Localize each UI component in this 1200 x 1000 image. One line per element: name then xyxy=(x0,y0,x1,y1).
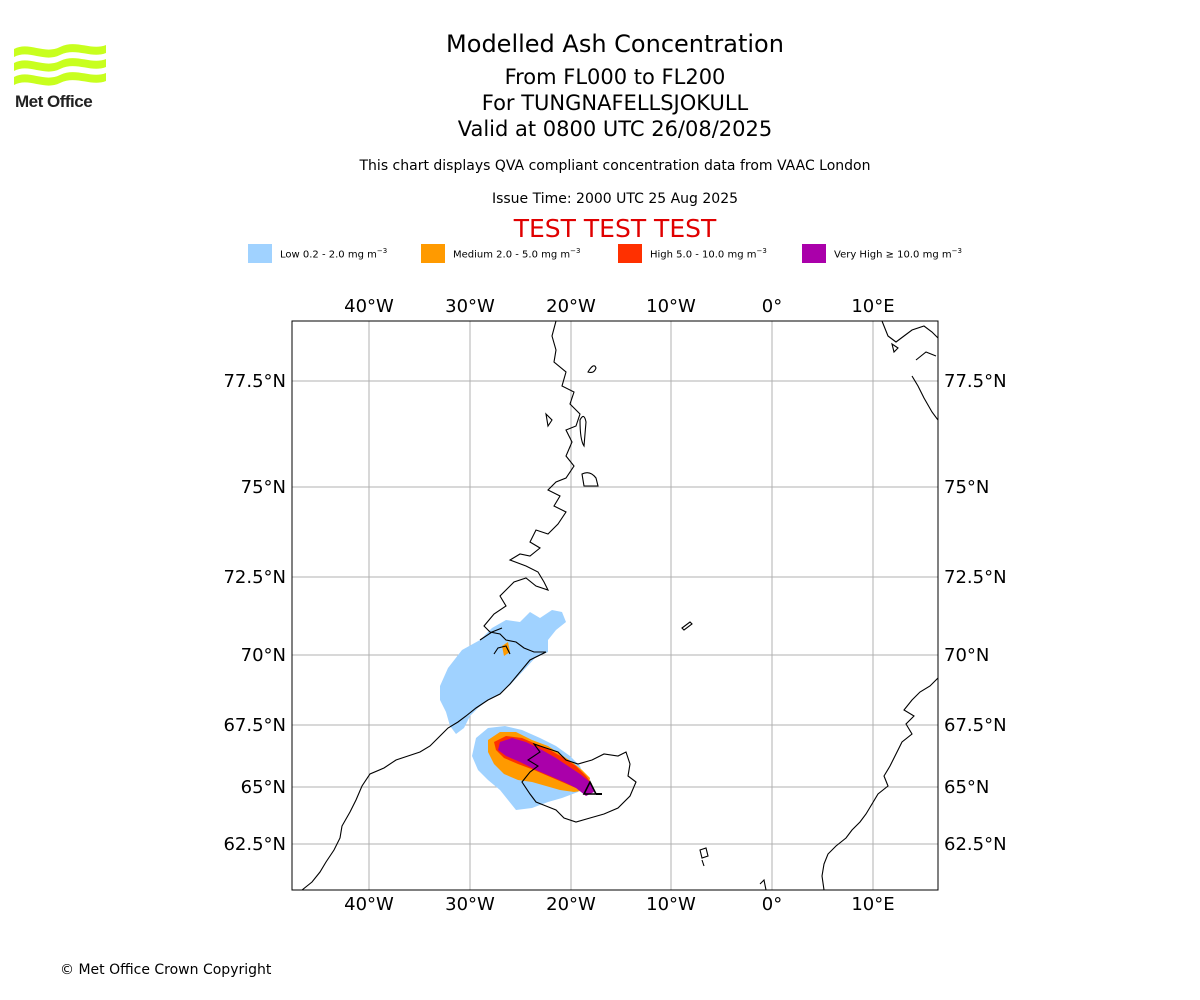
lat-labels-right: 77.5°N 75°N 72.5°N 70°N 67.5°N 65°N 62.5… xyxy=(944,371,1007,855)
legend-swatch-medium xyxy=(421,244,445,263)
legend: Low 0.2 - 2.0 mg m−3 Medium 2.0 - 5.0 mg… xyxy=(0,244,1200,264)
valid-time: Valid at 0800 UTC 26/08/2025 xyxy=(457,117,773,141)
lat-label: 67.5°N xyxy=(223,715,286,736)
met-office-logo xyxy=(14,44,106,86)
coastlines xyxy=(301,321,938,890)
norway-coastline xyxy=(821,677,938,890)
lat-label: 77.5°N xyxy=(223,371,286,392)
copyright-notice: © Met Office Crown Copyright xyxy=(60,962,272,978)
lat-label: 70°N xyxy=(944,645,989,666)
lon-label: 20°W xyxy=(546,296,596,317)
chart-description: This chart displays QVA compliant concen… xyxy=(359,158,871,174)
lat-label: 72.5°N xyxy=(944,567,1007,588)
lon-label: 10°E xyxy=(851,894,894,915)
lon-label: 40°W xyxy=(344,894,394,915)
lat-label: 77.5°N xyxy=(944,371,1007,392)
lon-labels-top: 40°W 30°W 20°W 10°W 0° 10°E xyxy=(344,296,894,317)
lat-labels-left: 77.5°N 75°N 72.5°N 70°N 67.5°N 65°N 62.5… xyxy=(223,371,286,855)
lat-label: 75°N xyxy=(241,477,286,498)
legend-label-high: High 5.0 - 10.0 mg m−3 xyxy=(650,247,767,261)
level-range: From FL000 to FL200 xyxy=(504,65,726,89)
logo-wordmark: Met Office xyxy=(15,92,93,111)
legend-swatch-high xyxy=(618,244,642,263)
lat-label: 62.5°N xyxy=(944,834,1007,855)
test-banner: TEST TEST TEST xyxy=(513,214,717,243)
volcano-triangle-icon xyxy=(582,780,598,795)
faroe-coastline xyxy=(699,847,709,867)
lat-label: 65°N xyxy=(241,777,286,798)
iceland-coastline xyxy=(521,742,637,823)
lon-label: 40°W xyxy=(344,296,394,317)
lat-label: 62.5°N xyxy=(223,834,286,855)
issue-time: Issue Time: 2000 UTC 25 Aug 2025 xyxy=(491,191,739,207)
ash-low-northern-plume xyxy=(440,610,566,734)
lon-label: 10°W xyxy=(646,296,696,317)
map-frame xyxy=(291,320,939,891)
legend-label-low: Low 0.2 - 2.0 mg m−3 xyxy=(280,247,388,261)
lat-label: 72.5°N xyxy=(223,567,286,588)
greenland-coastline xyxy=(301,321,581,890)
jan-mayen-coastline xyxy=(681,621,693,631)
lon-label: 0° xyxy=(762,894,782,915)
lat-label: 75°N xyxy=(944,477,989,498)
legend-swatch-very-high xyxy=(802,244,826,263)
legend-label-medium: Medium 2.0 - 5.0 mg m−3 xyxy=(453,247,581,261)
lon-label: 0° xyxy=(762,296,782,317)
volcano-name: For TUNGNAFELLSJOKULL xyxy=(481,91,749,115)
legend-swatch-low xyxy=(248,244,272,263)
lat-label: 67.5°N xyxy=(944,715,1007,736)
legend-label-very-high: Very High ≥ 10.0 mg m−3 xyxy=(834,247,962,261)
lon-label: 10°W xyxy=(646,894,696,915)
lon-labels-bottom: 40°W 30°W 20°W 10°W 0° 10°E xyxy=(344,894,894,915)
lat-label: 70°N xyxy=(241,645,286,666)
svalbard-coastline xyxy=(881,321,938,421)
lon-label: 10°E xyxy=(851,296,894,317)
lat-label: 65°N xyxy=(944,777,989,798)
lon-label: 30°W xyxy=(445,296,495,317)
lon-label: 20°W xyxy=(546,894,596,915)
map-gridlines xyxy=(292,321,938,890)
lon-label: 30°W xyxy=(445,894,495,915)
ash-very-high-plume xyxy=(498,738,594,796)
chart-title: Modelled Ash Concentration xyxy=(446,30,784,58)
